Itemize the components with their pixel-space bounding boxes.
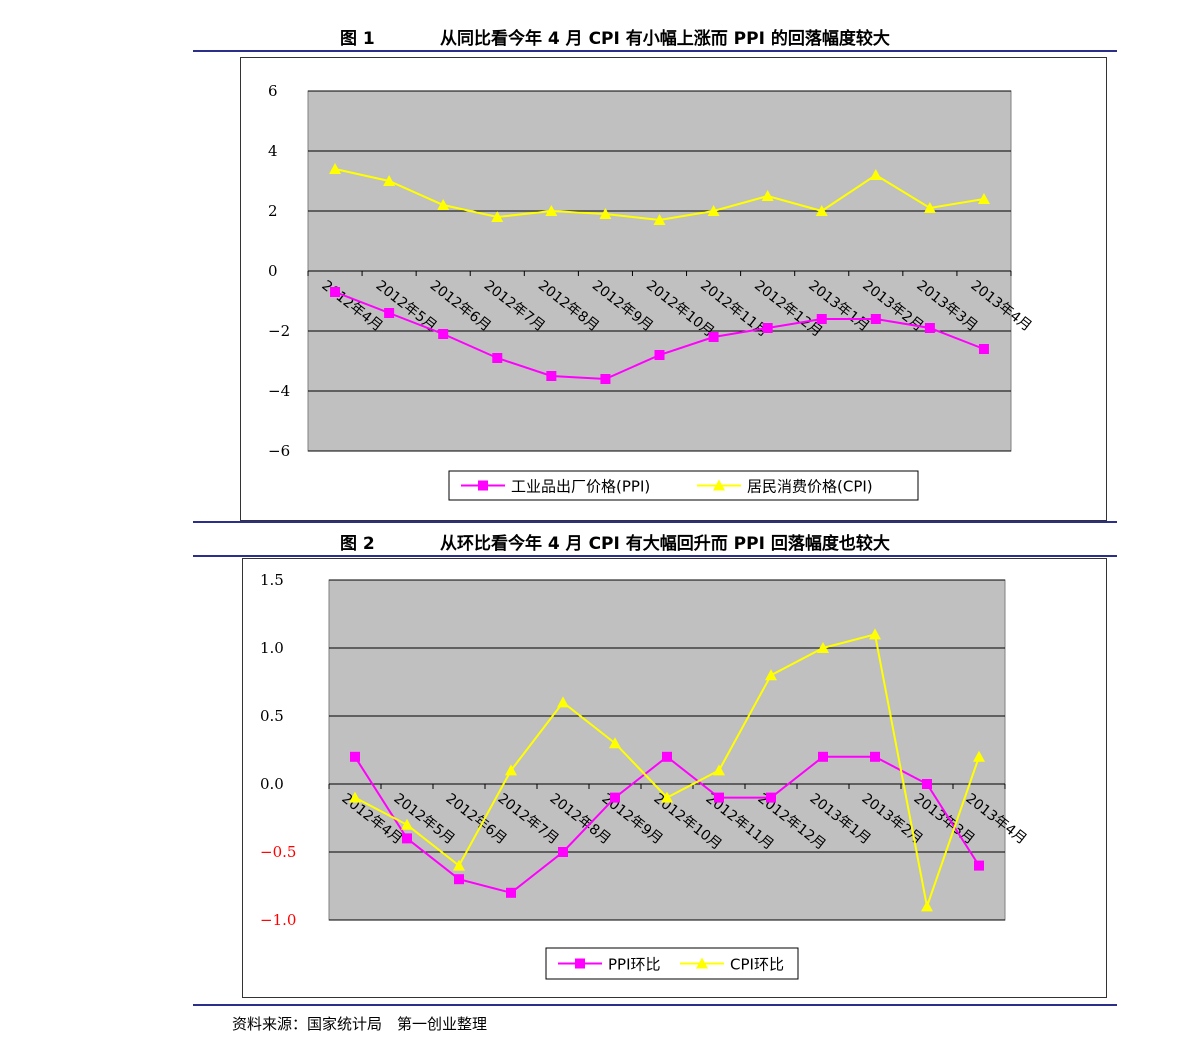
ppi-marker <box>384 308 395 318</box>
cpi-marker <box>973 750 985 762</box>
ppi-marker <box>438 329 449 339</box>
ppi-marker <box>350 751 360 762</box>
chart1: 6420−2−4−62012年4月2012年5月2012年6月2012年7月20… <box>268 82 1035 501</box>
ppi-marker <box>600 374 611 384</box>
legend-label: CPI环比 <box>730 956 784 974</box>
ppi-marker <box>558 847 568 857</box>
ppi-marker <box>402 833 412 844</box>
y-tick-label: 0.0 <box>260 775 284 793</box>
y-tick-label: −6 <box>268 442 290 460</box>
y-tick-label: −0.5 <box>260 843 296 861</box>
cpi-marker <box>545 205 558 216</box>
ppi-marker <box>546 371 557 381</box>
ppi-marker <box>330 287 341 297</box>
y-tick-label: 2 <box>268 202 278 220</box>
cpi-marker <box>453 859 465 871</box>
cpi-marker <box>869 628 881 640</box>
legend-label: 居民消费价格(CPI) <box>747 478 873 496</box>
ppi-marker <box>816 314 827 324</box>
cpi-marker <box>921 900 933 912</box>
ppi-marker <box>492 353 503 363</box>
figure1-label: 图 1 <box>340 29 375 49</box>
ppi-marker <box>922 779 932 789</box>
y-tick-label: 1.5 <box>260 571 284 589</box>
legend-label: 工业品出厂价格(PPI) <box>511 478 650 496</box>
cpi-marker <box>761 190 774 201</box>
figure2-top-rule <box>193 521 1117 523</box>
cpi-marker <box>977 193 990 204</box>
legend-label: PPI环比 <box>608 956 661 974</box>
ppi-marker <box>708 332 719 342</box>
y-tick-label: 0 <box>268 262 278 280</box>
cpi-marker <box>869 169 882 180</box>
figure2-title: 从环比看今年 4 月 CPI 有大幅回升而 PPI 回落幅度也较大 <box>440 534 890 554</box>
cpi-marker <box>505 764 517 776</box>
cpi-marker <box>817 642 829 653</box>
legend-ppi-marker <box>478 480 488 491</box>
ppi-marker <box>610 792 620 803</box>
cpi-marker <box>401 818 413 830</box>
y-tick-label: 1.0 <box>260 639 284 657</box>
cpi-marker <box>329 163 342 174</box>
y-tick-label: −1.0 <box>260 911 296 929</box>
cpi-marker <box>923 202 936 213</box>
ppi-marker <box>870 751 880 762</box>
ppi-marker <box>766 792 776 803</box>
figure2-rule <box>193 555 1117 557</box>
ppi-marker <box>924 323 935 333</box>
cpi-marker <box>815 205 828 216</box>
figure2-label: 图 2 <box>340 534 375 554</box>
cpi-marker <box>713 764 725 776</box>
cpi-marker <box>349 791 361 803</box>
ppi-marker <box>870 314 881 324</box>
ppi-marker <box>454 874 464 885</box>
y-tick-label: 6 <box>268 82 278 100</box>
cpi-marker <box>557 696 569 708</box>
y-tick-label: −2 <box>268 322 290 340</box>
y-tick-label: 4 <box>268 142 278 160</box>
ppi-marker <box>974 860 984 871</box>
cpi-marker <box>765 669 777 681</box>
plot-area <box>328 579 1006 921</box>
legend-cpi-marker <box>713 479 725 491</box>
cpi-marker <box>491 211 504 222</box>
legend-cpi-marker <box>696 957 708 969</box>
cpi-marker <box>707 205 720 216</box>
cpi-marker <box>599 208 612 219</box>
legend-ppi-marker <box>575 958 585 969</box>
ppi-marker <box>818 751 828 762</box>
cpi-marker <box>653 214 666 225</box>
figure1-rule <box>193 50 1117 52</box>
cpi-marker <box>383 175 396 186</box>
ppi-marker <box>506 887 516 898</box>
ppi-marker <box>654 350 665 360</box>
bottom-rule <box>193 1004 1117 1006</box>
ppi-marker <box>978 344 989 354</box>
cpi-marker <box>609 737 621 749</box>
figure1-title: 从同比看今年 4 月 CPI 有小幅上涨而 PPI 的回落幅度较大 <box>440 29 890 49</box>
cpi-marker <box>437 199 450 210</box>
legend-box <box>448 470 919 501</box>
cpi-marker <box>661 791 673 803</box>
y-tick-label: 0.5 <box>260 707 284 725</box>
ppi-marker <box>762 323 773 333</box>
ppi-marker <box>714 792 724 803</box>
source-note: 资料来源：国家统计局 第一创业整理 <box>232 1015 488 1033</box>
y-tick-label: −4 <box>268 382 290 400</box>
ppi-marker <box>662 751 672 762</box>
